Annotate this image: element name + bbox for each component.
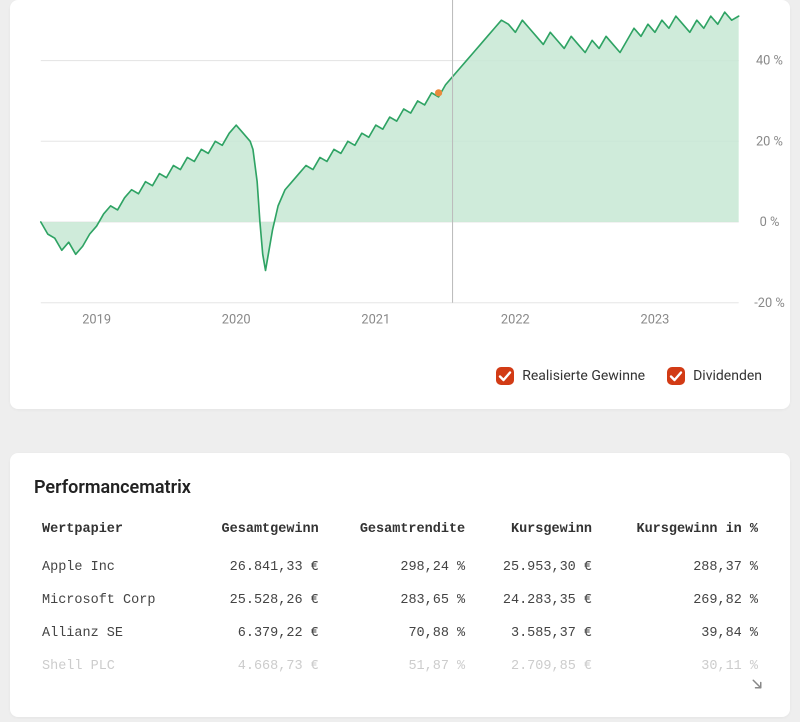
checkbox-icon	[667, 367, 685, 385]
legend-label: Realisierte Gewinne	[522, 368, 645, 384]
cell-kpct: 39,84 %	[600, 617, 766, 650]
svg-text:40 %: 40 %	[756, 54, 783, 69]
legend-item-0[interactable]: Realisierte Gewinne	[496, 367, 645, 385]
col-header-gret[interactable]: Gesamtrendite	[327, 516, 473, 551]
cell-gtotal: 26.841,33 €	[190, 551, 327, 584]
performance-chart[interactable]: -20 % 0 % 20 % 40 % 2019 2020 2021 2022 2023	[10, 0, 790, 349]
cell-gret: 283,65 %	[327, 584, 473, 617]
cell-gret: 298,24 %	[327, 551, 473, 584]
svg-text:2021: 2021	[361, 312, 390, 327]
svg-text:20 %: 20 %	[756, 134, 783, 149]
col-header-name[interactable]: Wertpapier	[34, 516, 190, 551]
cell-kpct: 269,82 %	[600, 584, 766, 617]
svg-text:2019: 2019	[82, 312, 111, 327]
cell-gret: 70,88 %	[327, 617, 473, 650]
col-header-gtotal[interactable]: Gesamtgewinn	[190, 516, 327, 551]
chart-legend: Realisierte Gewinne Dividenden	[10, 349, 790, 385]
table-title: Performancematrix	[34, 477, 766, 498]
cell-kgain: 24.283,35 €	[473, 584, 600, 617]
svg-text:2020: 2020	[222, 312, 251, 327]
cell-name: Apple Inc	[34, 551, 190, 584]
cell-name: Allianz SE	[34, 617, 190, 650]
svg-text:-20 %: -20 %	[754, 296, 785, 311]
cell-kgain: 25.953,30 €	[473, 551, 600, 584]
svg-text:0 %: 0 %	[760, 215, 780, 230]
table-row[interactable]: Shell PLC4.668,73 €51,87 %2.709,85 €30,1…	[34, 650, 766, 683]
cell-kpct: 288,37 %	[600, 551, 766, 584]
table-row[interactable]: Apple Inc26.841,33 €298,24 %25.953,30 €2…	[34, 551, 766, 584]
cell-kgain: 3.585,37 €	[473, 617, 600, 650]
col-header-kgain[interactable]: Kursgewinn	[473, 516, 600, 551]
cell-name: Microsoft Corp	[34, 584, 190, 617]
cell-gtotal: 6.379,22 €	[190, 617, 327, 650]
arrow-down-right-icon	[748, 675, 766, 693]
cell-kgain: 2.709,85 €	[473, 650, 600, 683]
performance-matrix-card: Performancematrix WertpapierGesamtgewinn…	[10, 453, 790, 717]
line-area-chart: -20 % 0 % 20 % 40 % 2019 2020 2021 2022 2023	[10, 0, 790, 349]
performance-chart-card: -20 % 0 % 20 % 40 % 2019 2020 2021 2022 2023 Rea…	[10, 0, 790, 409]
expand-button[interactable]	[742, 669, 772, 699]
table-row[interactable]: Allianz SE6.379,22 €70,88 %3.585,37 €39,…	[34, 617, 766, 650]
svg-text:2023: 2023	[641, 312, 670, 327]
svg-text:2022: 2022	[501, 312, 530, 327]
legend-label: Dividenden	[693, 368, 762, 384]
table-row[interactable]: Microsoft Corp25.528,26 €283,65 %24.283,…	[34, 584, 766, 617]
legend-item-1[interactable]: Dividenden	[667, 367, 762, 385]
col-header-kpct[interactable]: Kursgewinn in %	[600, 516, 766, 551]
cell-name: Shell PLC	[34, 650, 190, 683]
performance-table: WertpapierGesamtgewinnGesamtrenditeKursg…	[34, 516, 766, 683]
checkbox-icon	[496, 367, 514, 385]
cell-gtotal: 25.528,26 €	[190, 584, 327, 617]
cell-gtotal: 4.668,73 €	[190, 650, 327, 683]
cell-gret: 51,87 %	[327, 650, 473, 683]
